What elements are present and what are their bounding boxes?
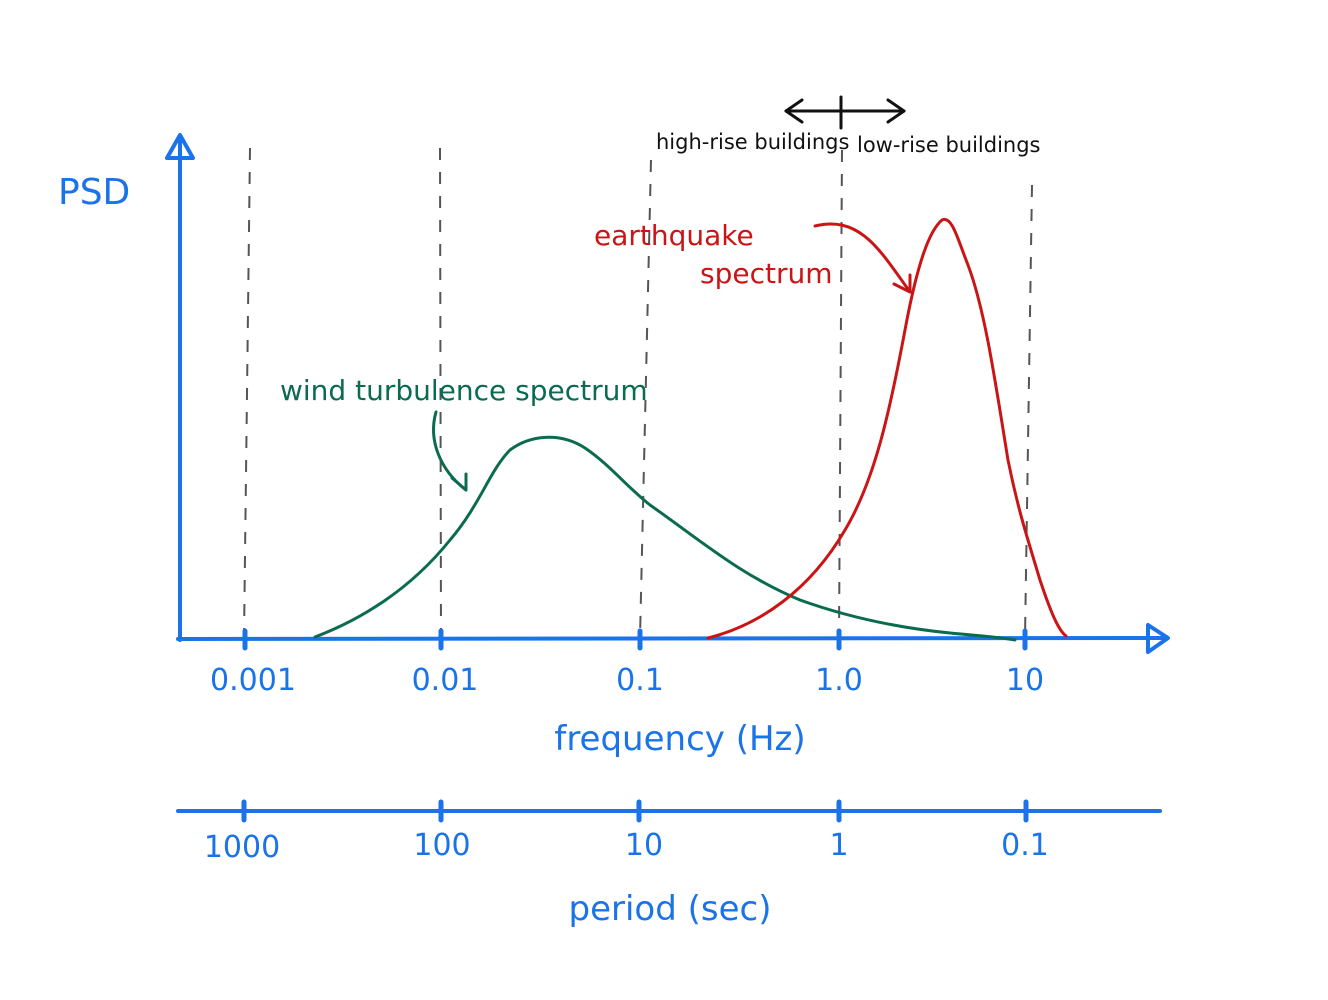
frequency-axis-title: frequency (Hz) (554, 719, 805, 759)
gridline-001 (439, 147, 442, 639)
earthquake-pointer-arrow (813, 222, 912, 294)
period-tick-labels: 1000 100 10 1 0.1 (204, 828, 1049, 865)
frequency-ticks (242, 628, 1028, 651)
period-tick-1000: 1000 (204, 830, 280, 865)
freq-tick-001: 0.01 (412, 663, 479, 698)
high-rise-label: high-rise buildings (656, 130, 849, 154)
period-tick-100: 100 (413, 828, 470, 863)
earthquake-label-line2: spectrum (700, 257, 833, 290)
period-tick-10: 10 (625, 828, 663, 863)
gridline-0001 (243, 147, 251, 639)
earthquake-label-line1: earthquake (594, 219, 754, 252)
decade-gridlines (243, 147, 1033, 639)
freq-tick-01: 0.1 (616, 663, 664, 698)
period-tick-01: 0.1 (1001, 828, 1049, 863)
frequency-tick-labels: 0.001 0.01 0.1 1.0 10 (210, 663, 1044, 698)
period-axis-title: period (sec) (569, 889, 772, 929)
period-tick-1: 1 (829, 828, 848, 863)
freq-tick-1: 1.0 (815, 663, 863, 698)
wind-pointer-arrow (432, 410, 468, 492)
freq-tick-10: 10 (1006, 663, 1044, 698)
psd-label: PSD (58, 172, 130, 213)
earthquake-spectrum-curve (706, 217, 1068, 640)
wind-spectrum-label: wind turbulence spectrum (280, 374, 648, 407)
low-rise-label: low-rise buildings (857, 133, 1041, 157)
psd-axis (165, 133, 195, 642)
gridline-10 (1024, 184, 1033, 639)
period-ticks (241, 799, 1029, 823)
freq-tick-0001: 0.001 (210, 663, 296, 698)
frequency-axis-line (176, 623, 1170, 654)
building-range-double-arrow (784, 95, 906, 130)
gridline-1 (838, 149, 843, 639)
wind-spectrum-curve (313, 435, 1017, 642)
gridline-01 (639, 159, 652, 639)
